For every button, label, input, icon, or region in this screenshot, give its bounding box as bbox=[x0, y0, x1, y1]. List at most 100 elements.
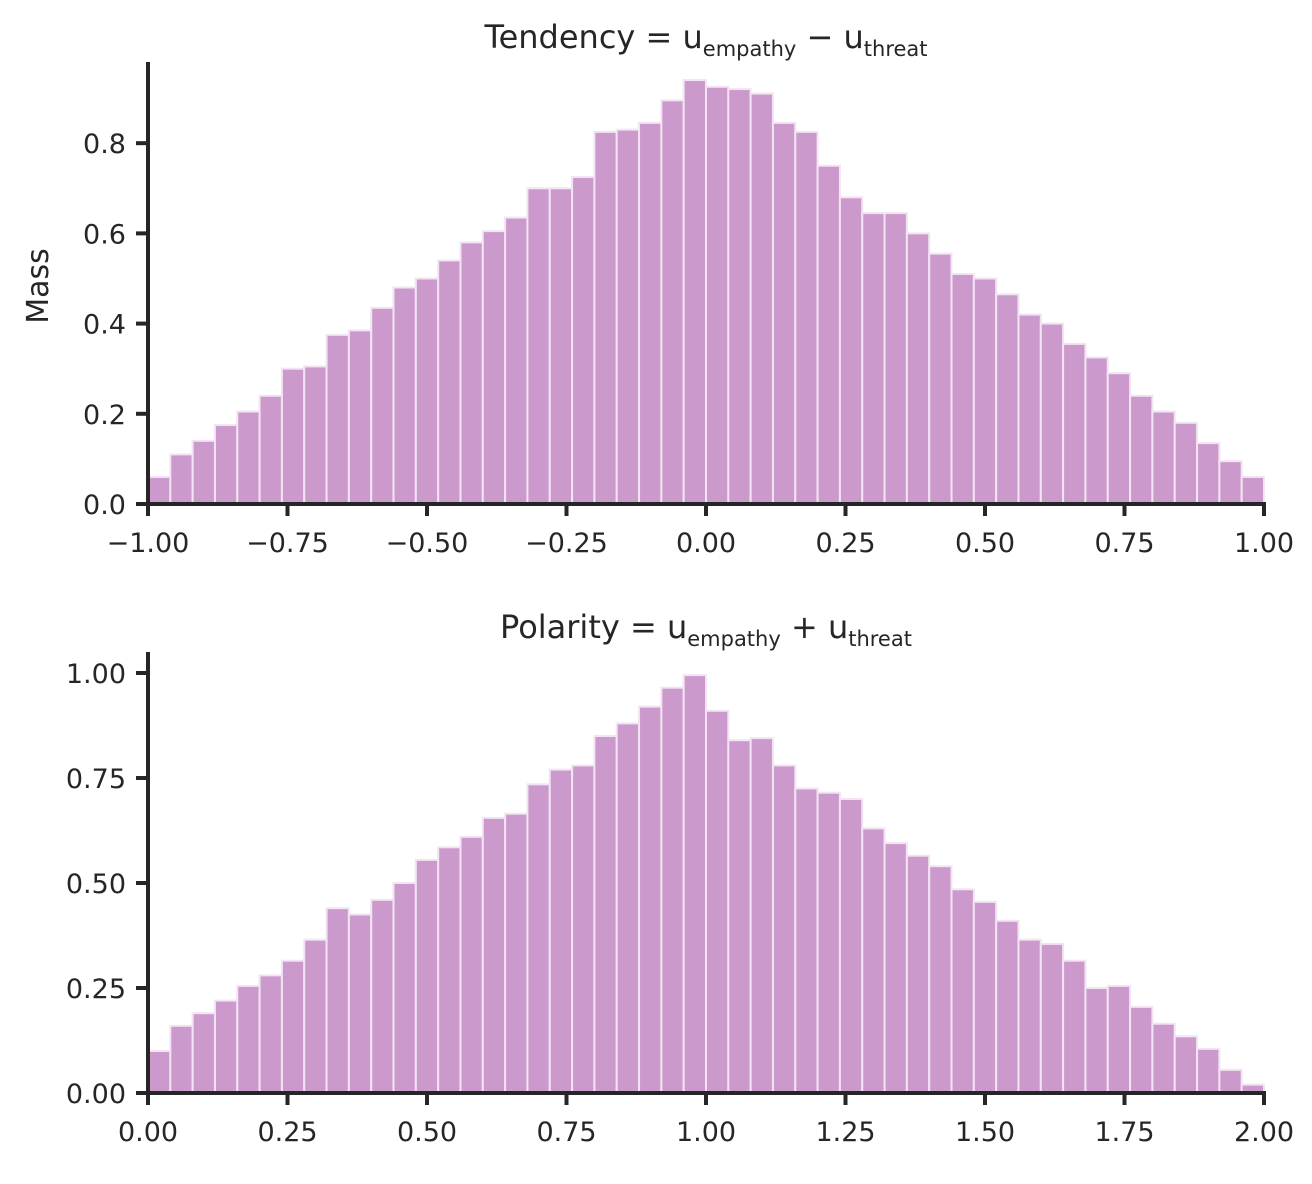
polarity-bar bbox=[995, 919, 1020, 1094]
polarity-x-tick-label: 1.00 bbox=[676, 1117, 736, 1148]
tendency-x-tick-label: −0.75 bbox=[246, 528, 329, 559]
tendency-bar bbox=[794, 130, 819, 505]
polarity-bar bbox=[191, 1012, 216, 1095]
tendency-bar bbox=[638, 121, 663, 505]
polarity-bar bbox=[147, 1050, 172, 1094]
polarity-bar bbox=[928, 865, 953, 1095]
polarity-bar bbox=[1084, 987, 1109, 1094]
tendency-y-tick-label: 0.6 bbox=[83, 219, 126, 250]
tendency-bar bbox=[1151, 410, 1176, 505]
tendency-y-tick-label: 0.0 bbox=[83, 490, 126, 521]
polarity-bar bbox=[459, 835, 484, 1094]
polarity-bar bbox=[794, 787, 819, 1094]
tendency-bar bbox=[548, 187, 574, 506]
polarity-bar bbox=[414, 858, 440, 1095]
polarity-bar bbox=[972, 900, 998, 1095]
tendency-x-tick-label: −0.50 bbox=[386, 528, 469, 559]
polarity-bar bbox=[771, 764, 797, 1095]
tendency-bar bbox=[169, 453, 194, 505]
polarity-bar bbox=[1106, 984, 1132, 1095]
polarity-bar bbox=[169, 1024, 194, 1095]
polarity-bar bbox=[1062, 959, 1087, 1095]
tendency-x-tick-label: 0.25 bbox=[815, 528, 875, 559]
tendency-histogram-panel: Tendency = uempathy − uthreat Mass −1.00… bbox=[21, 18, 1294, 559]
polarity-bars bbox=[147, 674, 1266, 1095]
tendency-bar bbox=[526, 187, 551, 506]
tendency-bar bbox=[950, 272, 975, 505]
tendency-bar bbox=[816, 164, 841, 506]
tendency-bar bbox=[749, 92, 774, 505]
tendency-bar bbox=[1173, 421, 1199, 505]
polarity-y-tick-label: 0.25 bbox=[66, 974, 126, 1005]
tendency-bar bbox=[1106, 372, 1132, 505]
polarity-bar bbox=[571, 764, 596, 1095]
polarity-bar bbox=[1196, 1047, 1221, 1095]
tendency-y-tick-label: 0.4 bbox=[83, 310, 126, 341]
polarity-x-tick-label: 0.75 bbox=[536, 1117, 596, 1148]
polarity-bar bbox=[593, 735, 618, 1094]
polarity-x-tick-label: 0.00 bbox=[118, 1117, 178, 1148]
polarity-bar bbox=[861, 827, 886, 1095]
tendency-bar bbox=[280, 367, 306, 505]
tendency-bar bbox=[615, 128, 641, 505]
tendency-x-tick-label: 0.00 bbox=[676, 528, 736, 559]
polarity-title-sub-threat: threat bbox=[848, 627, 912, 651]
tendency-bar bbox=[437, 259, 462, 505]
polarity-x-tick-label: 1.75 bbox=[1094, 1117, 1154, 1148]
polarity-y-tick-label: 0.50 bbox=[66, 869, 126, 900]
tendency-bars bbox=[147, 79, 1266, 506]
tendency-bar bbox=[414, 277, 440, 506]
polarity-y-tick-label: 0.75 bbox=[66, 764, 126, 795]
polarity-bar bbox=[370, 898, 395, 1094]
tendency-bar bbox=[1129, 394, 1154, 505]
polarity-bar bbox=[437, 846, 462, 1094]
polarity-bar bbox=[213, 999, 239, 1094]
polarity-bar bbox=[816, 791, 841, 1094]
polarity-bar bbox=[883, 842, 908, 1094]
tendency-bar bbox=[571, 176, 596, 506]
polarity-bar bbox=[905, 854, 931, 1095]
tendency-x-tick-label: 0.50 bbox=[955, 528, 1015, 559]
polarity-bar bbox=[236, 984, 261, 1095]
tendency-bar bbox=[1039, 322, 1065, 505]
tendency-bar bbox=[392, 286, 417, 505]
polarity-bar bbox=[1017, 938, 1042, 1095]
tendency-bar bbox=[1218, 460, 1243, 506]
polarity-bar bbox=[526, 783, 551, 1094]
polarity-title-prefix: Polarity = u bbox=[500, 608, 687, 646]
polarity-bar bbox=[280, 959, 306, 1095]
polarity-bar bbox=[258, 974, 283, 1095]
tendency-bar bbox=[682, 79, 707, 506]
polarity-bar bbox=[705, 709, 730, 1094]
polarity-bar bbox=[727, 739, 752, 1094]
polarity-bar bbox=[1173, 1035, 1199, 1095]
tendency-bar bbox=[861, 212, 886, 506]
tendency-y-tick-label: 0.2 bbox=[83, 400, 126, 431]
tendency-x-tick-label: 0.75 bbox=[1094, 528, 1154, 559]
tendency-bar bbox=[727, 88, 752, 506]
polarity-bar bbox=[392, 882, 417, 1094]
tendency-bar bbox=[347, 329, 373, 505]
tendency-title-sub-empathy: empathy bbox=[703, 37, 797, 61]
polarity-bar bbox=[615, 722, 641, 1095]
tendency-bar bbox=[1062, 342, 1087, 505]
tendency-y-tick-label: 0.8 bbox=[83, 129, 126, 160]
tendency-x-tick-label: 1.00 bbox=[1234, 528, 1294, 559]
polarity-bar bbox=[638, 705, 663, 1094]
tendency-bar bbox=[838, 196, 864, 505]
tendency-title-prefix: Tendency = u bbox=[483, 18, 702, 56]
polarity-x-tick-label: 0.25 bbox=[257, 1117, 317, 1148]
polarity-x-tick-label: 2.00 bbox=[1234, 1117, 1294, 1148]
tendency-bar bbox=[325, 333, 350, 505]
polarity-bar bbox=[481, 816, 507, 1095]
tendency-bar bbox=[660, 99, 685, 505]
polarity-bar bbox=[1039, 942, 1065, 1095]
tendency-bar bbox=[481, 230, 507, 505]
polarity-title: Polarity = uempathy + uthreat bbox=[500, 608, 912, 651]
tendency-bar bbox=[995, 293, 1020, 505]
tendency-bar bbox=[1196, 442, 1221, 505]
polarity-x-tick-label: 0.50 bbox=[397, 1117, 457, 1148]
tendency-x-tick-label: −1.00 bbox=[107, 528, 190, 559]
